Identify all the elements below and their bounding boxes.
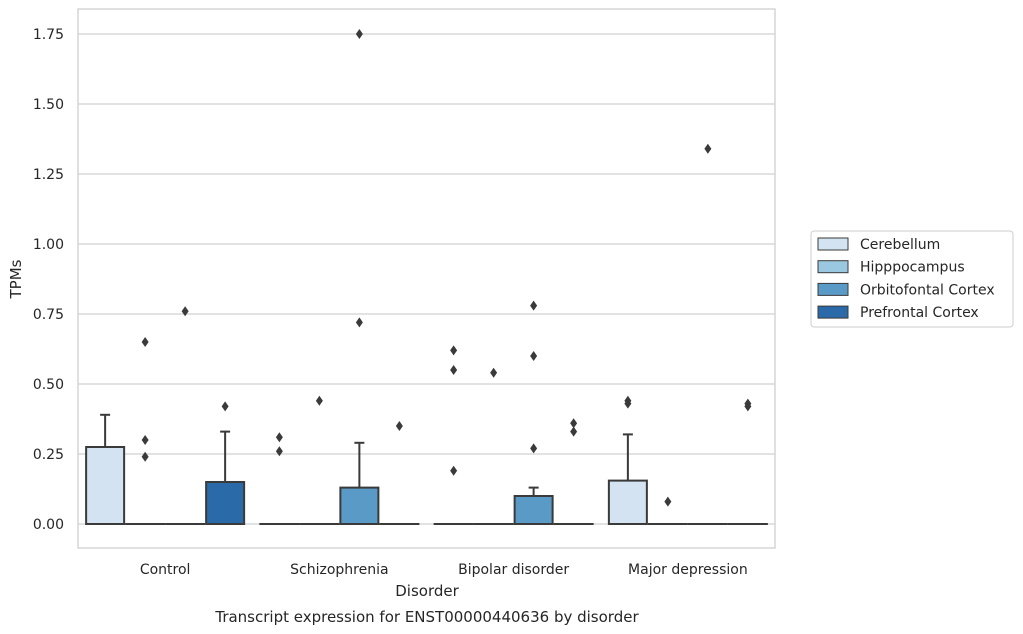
outlier-point <box>450 465 458 476</box>
outlier-point <box>530 443 538 454</box>
outlier-point <box>450 345 458 356</box>
outlier-point <box>181 306 189 317</box>
box-cerebellum <box>607 479 648 526</box>
outlier-point <box>490 367 498 378</box>
y-tick-label: 0.25 <box>33 447 64 463</box>
legend-swatch <box>817 237 849 251</box>
outlier-point <box>704 143 712 154</box>
x-tick-label: Schizophrenia <box>290 562 388 578</box>
grid-lines <box>78 33 775 525</box>
x-tick-label: Control <box>140 562 191 578</box>
outlier-point <box>530 351 538 361</box>
outlier-point <box>221 401 229 412</box>
legend-label: Hipppocampus <box>860 260 965 276</box>
legend: Cerebellum Hipppocampus Orbitofontal Corte… <box>810 230 1014 328</box>
chart-caption: Transcript expression for ENST0000044063… <box>214 608 639 626</box>
category-group <box>85 306 246 526</box>
outlier-point <box>395 421 403 431</box>
outlier-point <box>570 426 578 437</box>
box-orbitofontal-cortex <box>513 495 554 525</box>
box-cerebellum <box>85 446 126 525</box>
outlier-point <box>355 29 363 39</box>
outlier-point <box>275 432 283 443</box>
box-groups <box>85 29 768 526</box>
outlier-point <box>315 395 323 406</box>
legend-label: Cerebellum <box>860 237 940 253</box>
outlier-point <box>141 337 149 347</box>
outlier-point <box>355 317 363 328</box>
outlier-point <box>141 451 149 462</box>
outlier-point <box>624 395 632 406</box>
y-tick-label: 1.25 <box>33 167 64 183</box>
x-tick-label: Major depression <box>628 562 748 578</box>
outlier-point <box>450 365 458 375</box>
box-orbitofontal-cortex <box>339 486 380 526</box>
x-axis-title: Disorder <box>395 582 459 600</box>
category-group <box>433 300 594 526</box>
box-prefrontal-cortex <box>205 481 246 525</box>
category-group <box>259 29 420 526</box>
outlier-point <box>141 435 149 445</box>
y-tick-label: 1.00 <box>33 237 64 253</box>
legend-label: Orbitofontal Cortex <box>860 282 995 298</box>
x-tick-label: Bipolar disorder <box>458 562 569 578</box>
y-tick-label: 0.50 <box>33 377 64 393</box>
y-tick-label: 1.75 <box>33 27 64 43</box>
legend-frame <box>810 230 1014 328</box>
legend-swatch <box>817 282 849 296</box>
plot-area <box>77 8 776 549</box>
y-tick-label: 0.75 <box>33 307 64 323</box>
y-tick-label: 1.50 <box>33 97 64 113</box>
legend-swatch <box>817 260 849 274</box>
outlier-point <box>570 418 578 429</box>
outlier-point <box>275 446 283 457</box>
x-axis-ticks: Control Schizophrenia Bipolar disorder Majo… <box>140 562 748 578</box>
legend-swatch <box>817 305 849 319</box>
y-tick-label: 0.00 <box>33 517 64 533</box>
category-group <box>607 143 768 526</box>
legend-label: Prefrontal Cortex <box>860 305 979 321</box>
outlier-point <box>530 300 538 311</box>
outlier-point <box>664 496 672 507</box>
y-axis-ticks: 0.00 0.25 0.50 0.75 1.00 1.25 1.50 1.75 <box>33 27 64 533</box>
y-axis-title: TPMs <box>7 259 25 299</box>
outlier-point <box>744 398 752 409</box>
